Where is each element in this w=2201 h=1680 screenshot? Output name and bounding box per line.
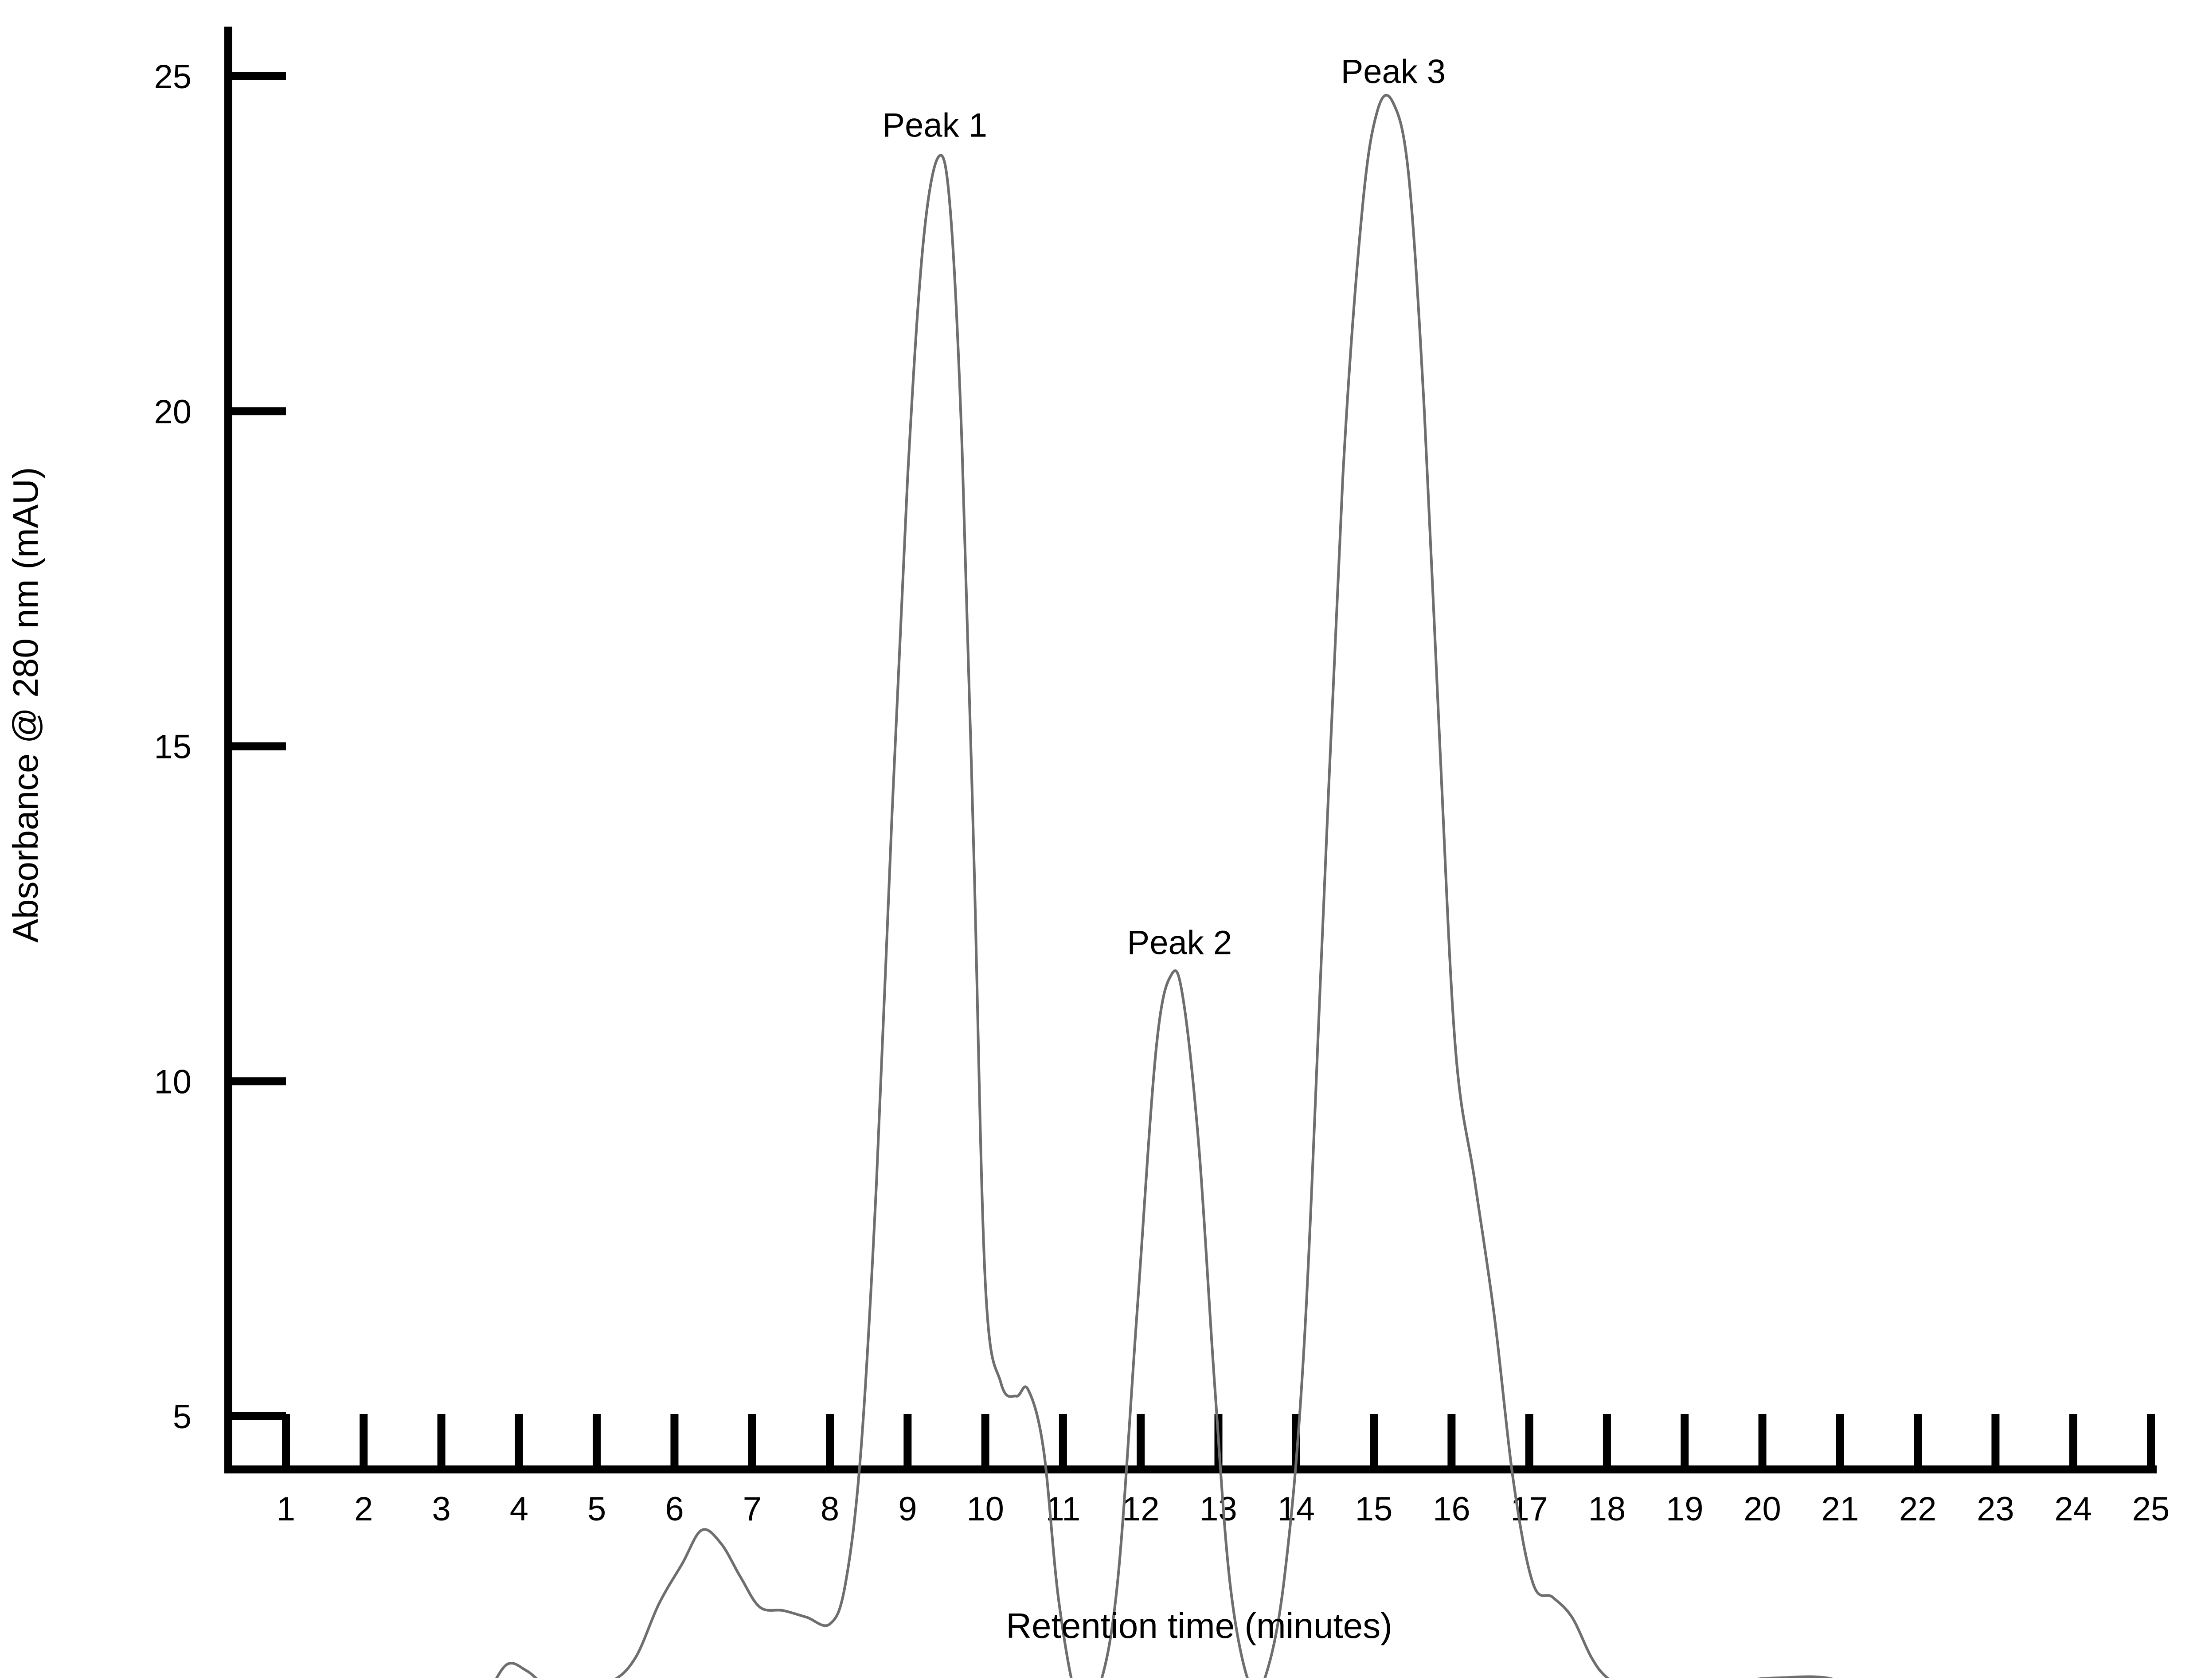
x-tick-label-4: 4: [510, 1490, 528, 1528]
x-tick-label-15: 15: [1355, 1490, 1393, 1528]
y-tick-label-15: 15: [154, 728, 192, 766]
chromatogram-trace: [494, 94, 1841, 1680]
x-tick-label-7: 7: [743, 1490, 762, 1528]
x-tick-label-25: 25: [2132, 1490, 2170, 1528]
x-tick-label-20: 20: [1744, 1490, 1781, 1528]
tick-labels-layer: 1 2 3 4 5 6 7 8 9 10 11 12 13 14 15 16 17 18 19 20 21 22 23 24 2…: [154, 58, 2170, 1528]
x-tick-label-24: 24: [2054, 1490, 2092, 1528]
peak-label-3: Peak 3: [1341, 53, 1446, 90]
x-tick-label-6: 6: [665, 1490, 684, 1528]
y-tick-label-10: 10: [154, 1063, 192, 1101]
peak-label-2: Peak 2: [1127, 924, 1232, 961]
ticks-layer: [228, 72, 2155, 1469]
x-tick-label-13: 13: [1200, 1490, 1237, 1528]
y-tick-label-5: 5: [173, 1398, 192, 1436]
x-tick-label-12: 12: [1122, 1490, 1160, 1528]
y-tick-label-25: 25: [154, 58, 192, 96]
y-axis-title: Absorbance @ 280 nm (mAU): [6, 467, 45, 943]
x-tick-label-22: 22: [1899, 1490, 1937, 1528]
x-tick-label-21: 21: [1822, 1490, 1859, 1528]
x-tick-label-3: 3: [432, 1490, 450, 1528]
x-tick-label-16: 16: [1433, 1490, 1470, 1528]
x-tick-label-8: 8: [821, 1490, 839, 1528]
peak-label-1: Peak 1: [882, 106, 987, 144]
x-tick-label-2: 2: [354, 1490, 373, 1528]
x-tick-label-19: 19: [1666, 1490, 1704, 1528]
x-tick-label-14: 14: [1278, 1490, 1315, 1528]
x-tick-label-18: 18: [1588, 1490, 1626, 1528]
x-axis-title: Retention time (minutes): [1006, 1606, 1392, 1645]
x-tick-label-5: 5: [587, 1490, 606, 1528]
x-tick-label-23: 23: [1977, 1490, 2014, 1528]
x-tick-label-10: 10: [966, 1490, 1004, 1528]
peak-annotations: Peak 1 Peak 2 Peak 3: [882, 53, 1446, 961]
x-tick-label-1: 1: [277, 1490, 295, 1528]
y-tick-label-20: 20: [154, 393, 192, 431]
x-tick-label-9: 9: [898, 1490, 917, 1528]
axes-layer: [224, 27, 2157, 1473]
